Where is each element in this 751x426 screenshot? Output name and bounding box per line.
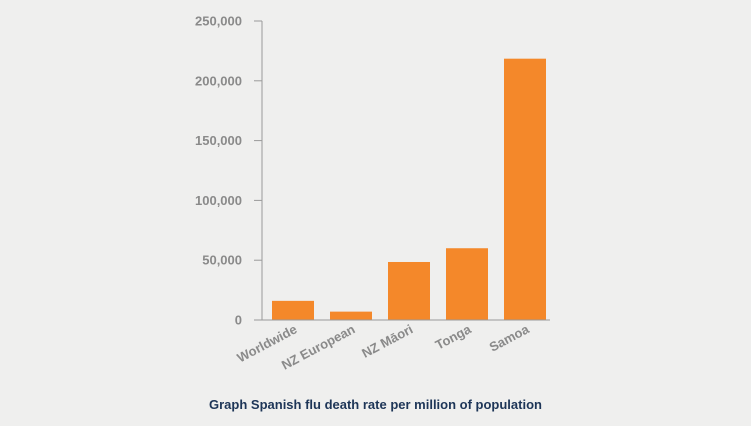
bar-nz-m-ori xyxy=(388,261,430,320)
y-tick-label: 150,000 xyxy=(195,133,242,148)
bar-samoa xyxy=(504,58,546,320)
bar-nz-european xyxy=(330,311,372,320)
chart-caption: Graph Spanish flu death rate per million… xyxy=(209,397,542,412)
x-category-label: Samoa xyxy=(487,321,532,355)
y-axis: 0 50,000 100,000 150,000 200,000 250,000 xyxy=(195,14,263,328)
bar-tonga xyxy=(446,248,488,320)
y-tick-label: 50,000 xyxy=(202,253,242,268)
y-tick-label: 250,000 xyxy=(195,14,242,29)
y-tick-label: 0 xyxy=(235,313,242,328)
x-category-label: NZ Māori xyxy=(359,321,415,360)
bars-group xyxy=(272,58,546,320)
y-tick-label: 200,000 xyxy=(195,73,242,88)
y-tick-label: 100,000 xyxy=(195,193,242,208)
bar-worldwide xyxy=(272,300,314,320)
x-category-label: Tonga xyxy=(433,321,474,352)
